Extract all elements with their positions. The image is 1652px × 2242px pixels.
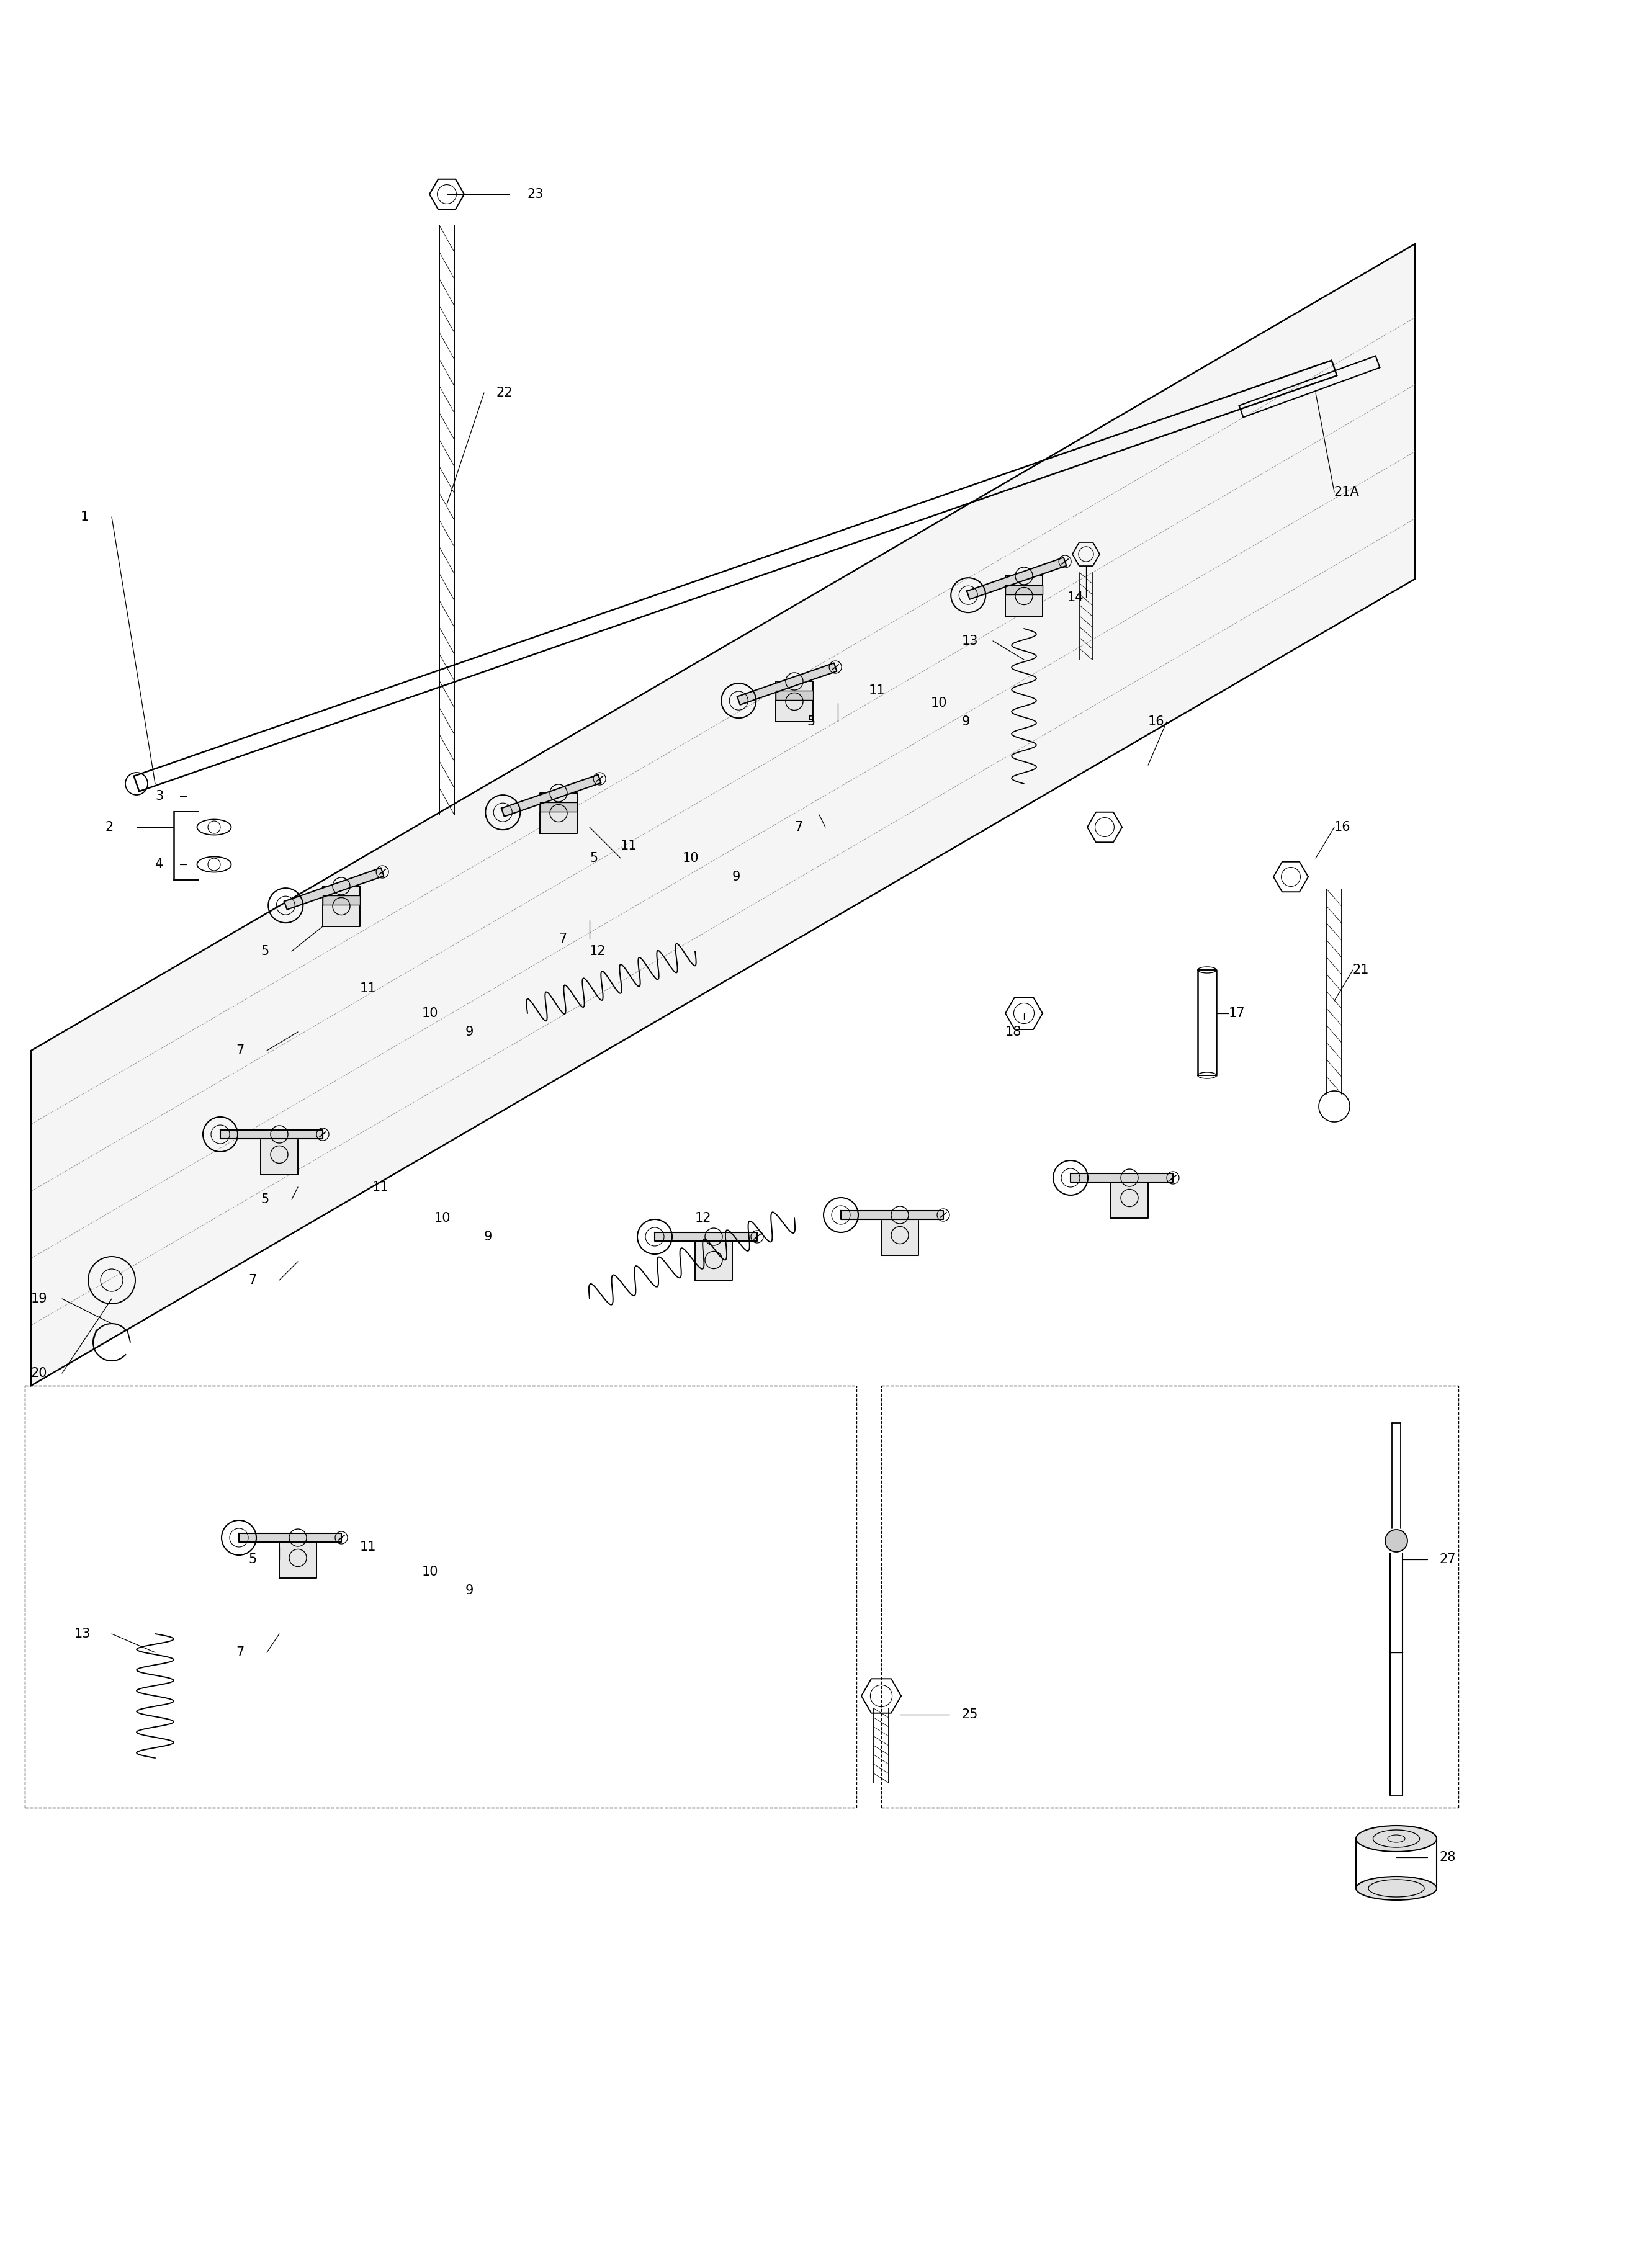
Polygon shape <box>737 664 838 704</box>
Text: 20: 20 <box>31 1368 48 1379</box>
Text: 9: 9 <box>484 1231 492 1242</box>
Text: 16: 16 <box>1148 715 1165 729</box>
Circle shape <box>1384 1529 1408 1551</box>
Polygon shape <box>881 1215 919 1256</box>
Polygon shape <box>695 1240 732 1280</box>
Text: 21: 21 <box>1353 964 1370 975</box>
Text: 10: 10 <box>682 852 699 865</box>
Text: 22: 22 <box>497 386 512 399</box>
Text: 16: 16 <box>1335 821 1351 834</box>
Text: 11: 11 <box>360 1540 377 1554</box>
Text: 10: 10 <box>930 697 947 708</box>
Polygon shape <box>776 691 813 700</box>
Text: 18: 18 <box>1006 1027 1021 1038</box>
Polygon shape <box>240 1534 342 1542</box>
Ellipse shape <box>1356 1877 1437 1899</box>
Text: 5: 5 <box>248 1554 256 1565</box>
Text: 11: 11 <box>621 839 638 852</box>
Polygon shape <box>540 803 577 812</box>
Text: 7: 7 <box>248 1273 256 1287</box>
Text: 4: 4 <box>155 859 164 870</box>
Text: 9: 9 <box>961 715 970 729</box>
Text: 7: 7 <box>236 1646 244 1659</box>
Text: 12: 12 <box>590 946 606 957</box>
Text: 10: 10 <box>421 1007 438 1020</box>
Polygon shape <box>279 1538 317 1578</box>
Polygon shape <box>1006 585 1042 594</box>
Text: 13: 13 <box>74 1628 91 1641</box>
Text: 10: 10 <box>421 1565 438 1578</box>
Polygon shape <box>776 682 813 722</box>
Polygon shape <box>1070 1173 1173 1182</box>
Text: 5: 5 <box>261 946 269 957</box>
Text: 2: 2 <box>106 821 114 834</box>
Text: 9: 9 <box>732 870 740 883</box>
Polygon shape <box>654 1233 757 1242</box>
Text: 7: 7 <box>795 821 803 834</box>
Text: 7: 7 <box>236 1045 244 1056</box>
Polygon shape <box>220 1130 322 1139</box>
Text: 12: 12 <box>695 1213 712 1224</box>
Text: 14: 14 <box>1067 592 1084 603</box>
Text: 28: 28 <box>1441 1852 1455 1863</box>
Text: 5: 5 <box>261 1193 269 1206</box>
Polygon shape <box>322 895 360 906</box>
Polygon shape <box>841 1211 943 1220</box>
Text: 5: 5 <box>590 852 598 865</box>
Polygon shape <box>284 868 383 910</box>
Text: 17: 17 <box>1229 1007 1246 1020</box>
Text: 3: 3 <box>155 789 164 803</box>
Polygon shape <box>1006 576 1042 617</box>
Text: 27: 27 <box>1441 1554 1455 1565</box>
Text: 9: 9 <box>466 1585 474 1596</box>
Text: 10: 10 <box>434 1213 451 1224</box>
Polygon shape <box>261 1134 297 1175</box>
Text: 23: 23 <box>527 188 544 200</box>
Polygon shape <box>31 244 1414 1386</box>
Polygon shape <box>1110 1177 1148 1217</box>
Text: 11: 11 <box>360 982 377 995</box>
Text: 19: 19 <box>31 1294 48 1305</box>
Text: 11: 11 <box>869 684 885 697</box>
Text: 5: 5 <box>806 715 814 729</box>
Polygon shape <box>322 886 360 926</box>
Polygon shape <box>966 558 1067 599</box>
Text: 13: 13 <box>961 634 978 648</box>
Text: 25: 25 <box>961 1708 978 1722</box>
Text: 7: 7 <box>558 933 567 946</box>
Text: 9: 9 <box>466 1027 474 1038</box>
Polygon shape <box>540 794 577 834</box>
Text: 11: 11 <box>372 1182 388 1193</box>
Text: 21A: 21A <box>1335 487 1360 498</box>
Text: 1: 1 <box>81 511 89 522</box>
Ellipse shape <box>1356 1825 1437 1852</box>
Polygon shape <box>502 776 601 816</box>
